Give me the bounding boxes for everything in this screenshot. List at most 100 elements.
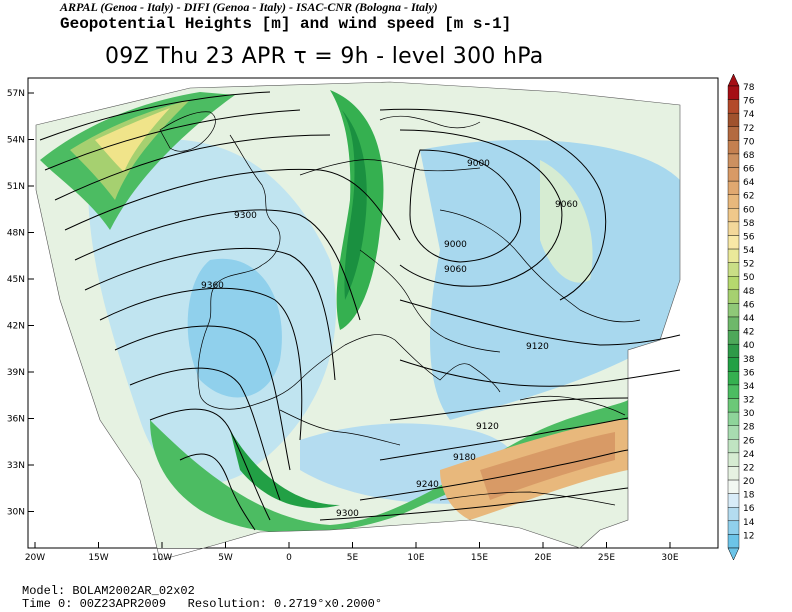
contour-label: 9000 <box>467 159 490 169</box>
legend-swatch <box>727 316 740 331</box>
contour-label: 9120 <box>526 342 549 352</box>
legend-swatch <box>727 507 740 522</box>
legend-swatch <box>727 85 740 100</box>
lon-tick-label: 20W <box>25 553 45 563</box>
legend-swatch <box>727 208 740 223</box>
legend-label: 58 <box>743 219 755 229</box>
legend-swatch <box>727 398 740 413</box>
legend-swatch <box>727 167 740 182</box>
lat-tick-label: 39N <box>7 368 25 378</box>
legend-label: 16 <box>743 504 755 514</box>
lon-tick-label: 5W <box>218 553 233 563</box>
contour-label: 9060 <box>555 200 578 210</box>
variable-title-text: Geopotential Heights [m] and wind speed … <box>60 15 512 34</box>
legend-swatch <box>727 276 740 291</box>
footer-resolution: Resolution: 0.2719°x0.2000° <box>187 597 383 611</box>
lon-tick-label: 10W <box>152 553 172 563</box>
legend-swatch <box>727 112 740 127</box>
legend-swatch <box>727 99 740 114</box>
model-domain-outline <box>35 81 681 561</box>
legend-swatch <box>727 384 740 399</box>
legend-label: 56 <box>743 232 755 242</box>
legend-swatch <box>727 425 740 440</box>
legend-label: 18 <box>743 491 755 501</box>
lon-tick-label: 30E <box>661 553 678 563</box>
contour-label: 9120 <box>476 422 499 432</box>
legend-label: 60 <box>743 205 755 215</box>
legend-label: 14 <box>743 518 755 528</box>
legend-swatch <box>727 194 740 209</box>
lat-tick-label: 54N <box>7 136 25 146</box>
lon-tick-label: 25E <box>598 553 615 563</box>
lon-tick-label: 5E <box>347 553 359 563</box>
legend-swatch <box>727 479 740 494</box>
legend-label: 28 <box>743 423 755 433</box>
legend-label: 36 <box>743 368 755 378</box>
contour-label: 9300 <box>336 509 359 519</box>
legend-swatch <box>727 248 740 263</box>
legend-swatch <box>727 534 740 549</box>
legend-label: 68 <box>743 151 755 161</box>
run-title: 09Z Thu 23 APR τ = 9h - level 300 hPa <box>105 44 544 69</box>
legend-label: 38 <box>743 355 755 365</box>
legend-label: 74 <box>743 110 755 120</box>
legend-label: 52 <box>743 260 754 270</box>
legend-label: 42 <box>743 328 754 338</box>
legend-label: 76 <box>743 97 755 107</box>
contour-label: 9180 <box>453 453 476 463</box>
lon-tick-label: 10E <box>407 553 424 563</box>
legend-swatch <box>727 140 740 155</box>
lat-tick-label: 30N <box>7 508 25 518</box>
legend-label: 72 <box>743 124 754 134</box>
legend-arrow-top <box>727 73 740 87</box>
legend-label: 40 <box>743 341 755 351</box>
lon-tick-label: 15W <box>88 553 108 563</box>
legend-label: 62 <box>743 192 754 202</box>
legend-label: 12 <box>743 531 754 541</box>
legend-label: 54 <box>743 246 755 256</box>
legend-swatch <box>727 452 740 467</box>
contour-label: 9300 <box>234 211 257 221</box>
contour-labels: 9000 9060 9000 9060 9300 9360 9120 9120 … <box>201 159 578 519</box>
legend-swatch <box>727 153 740 168</box>
legend-label: 32 <box>743 396 754 406</box>
contour-label: 9360 <box>201 281 224 291</box>
contour-label: 9240 <box>416 480 439 490</box>
legend-swatch <box>727 262 740 277</box>
legend-swatch <box>727 289 740 304</box>
legend-arrow-bottom <box>727 547 740 561</box>
longitude-axis: 20W 15W 10W 5W 0 5E 10E 15E 20E 25E 30E <box>25 542 679 563</box>
footer-model: Model: BOLAM2002AR_02x02 <box>22 584 195 598</box>
footer-time: Time 0: 00Z23APR2009 <box>22 597 167 611</box>
legend-label: 34 <box>743 382 755 392</box>
lat-tick-label: 57N <box>7 89 25 99</box>
contour-label: 9060 <box>444 265 467 275</box>
lon-tick-label: 15E <box>471 553 488 563</box>
wind-speed-legend: 78 76 74 72 70 68 66 64 62 60 58 56 54 52 50 48 46 44 42 40… <box>727 73 755 561</box>
legend-swatch <box>727 303 740 318</box>
legend-label: 24 <box>743 450 755 460</box>
height-contours <box>39 91 681 531</box>
legend-label: 30 <box>743 409 755 419</box>
legend-label: 20 <box>743 477 755 487</box>
legend-swatch <box>727 411 740 426</box>
footer-time-resolution: Time 0: 00Z23APR2009 Resolution: 0.2719°… <box>22 597 382 611</box>
contour-label: 9000 <box>444 240 467 250</box>
legend-label: 22 <box>743 463 754 473</box>
legend-swatch <box>727 357 740 372</box>
legend-swatch <box>727 235 740 250</box>
legend-swatch <box>727 330 740 345</box>
lat-tick-label: 33N <box>7 461 25 471</box>
legend-label: 46 <box>743 300 755 310</box>
legend-label: 50 <box>743 273 755 283</box>
latitude-axis: 57N 54N 51N 48N 45N 42N 39N 36N 33N 30N <box>7 89 34 518</box>
legend-swatch <box>727 126 740 141</box>
legend-swatch <box>727 466 740 481</box>
legend-label: 78 <box>743 83 755 93</box>
coastlines <box>159 111 641 506</box>
legend-label: 44 <box>743 314 755 324</box>
legend-swatch <box>727 493 740 508</box>
lon-tick-label: 0 <box>286 553 292 563</box>
lat-tick-label: 48N <box>7 229 25 239</box>
